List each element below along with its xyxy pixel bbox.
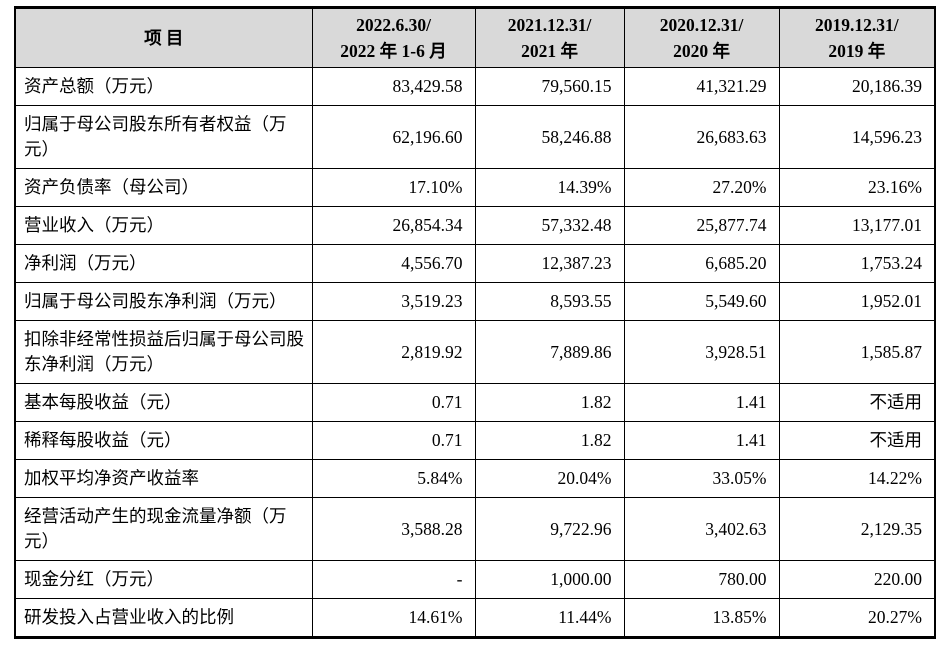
value-cell: 5.84% — [311, 459, 476, 498]
value-cell: 3,928.51 — [623, 320, 780, 384]
table-row: 资产总额（万元） 83,429.58 79,560.15 41,321.29 20,18… — [14, 67, 936, 106]
value-cell: 13.85% — [623, 598, 780, 638]
table-row: 现金分红（万元） -1,000.00 780.00 220.00 — [14, 560, 936, 599]
value-cell: 14.22% — [778, 459, 936, 498]
value-cell: 4,556.70 — [311, 244, 476, 283]
value-cell: 不适用 — [778, 383, 936, 422]
value-cell: 27.20% — [623, 168, 780, 207]
value-cell: 14,596.23 — [778, 105, 936, 169]
value-cell: 5,549.60 — [623, 282, 780, 321]
value-cell: 不适用 — [778, 421, 936, 460]
row-label-cell: 研发投入占营业收入的比例 — [14, 598, 313, 638]
value-cell: 1.41 — [623, 383, 780, 422]
value-cell: 3,402.63 — [623, 497, 780, 561]
value-cell: 6,685.20 — [623, 244, 780, 283]
table-row: 归属于母公司股东所有者权益（万元） 62,196.60 58,246.88 26,68… — [14, 105, 936, 169]
value-cell: 1,585.87 — [778, 320, 936, 384]
row-label-cell: 净利润（万元） — [14, 244, 313, 283]
value-cell: 25,877.74 — [623, 206, 780, 245]
table-body: 资产总额（万元） 83,429.58 79,560.15 41,321.29 20,18… — [14, 67, 936, 638]
table-row: 稀释每股收益（元） 0.71 1.82 1.41 不适用 — [14, 421, 936, 460]
value-cell: 8,593.55 — [474, 282, 625, 321]
column-header-2022: 2022.6.30/ 2022 年 1-6 月 — [311, 7, 476, 68]
value-cell: 20.04% — [474, 459, 625, 498]
value-cell: 20,186.39 — [778, 67, 936, 106]
table-row: 归属于母公司股东净利润（万元） 3,519.23 8,593.55 5,549.60 1… — [14, 282, 936, 321]
value-cell: 33.05% — [623, 459, 780, 498]
value-cell: 1.82 — [474, 383, 625, 422]
value-cell: 9,722.96 — [474, 497, 625, 561]
table-row: 研发投入占营业收入的比例 14.61% 11.44% 13.85% 20.27% — [14, 598, 936, 638]
column-header-label: 项 目 — [144, 28, 184, 48]
value-cell: 14.39% — [474, 168, 625, 207]
table-row: 加权平均净资产收益率 5.84% 20.04% 33.05% 14.22% — [14, 459, 936, 498]
value-cell: 1,000.00 — [474, 560, 625, 599]
column-header-2021: 2021.12.31/ 2021 年 — [474, 7, 625, 68]
value-cell: 20.27% — [778, 598, 936, 638]
value-cell: 14.61% — [311, 598, 476, 638]
row-label-cell: 营业收入（万元） — [14, 206, 313, 245]
value-cell: 3,519.23 — [311, 282, 476, 321]
value-cell: 26,683.63 — [623, 105, 780, 169]
value-cell: 220.00 — [778, 560, 936, 599]
value-cell: 1.41 — [623, 421, 780, 460]
value-cell: 1.82 — [474, 421, 625, 460]
value-cell: 2,129.35 — [778, 497, 936, 561]
table-row: 经营活动产生的现金流量净额（万元） 3,588.28 9,722.96 3,402.6… — [14, 497, 936, 561]
column-header-item: 项 目 — [14, 7, 313, 68]
value-cell: 17.10% — [311, 168, 476, 207]
value-cell: 12,387.23 — [474, 244, 625, 283]
value-cell: 62,196.60 — [311, 105, 476, 169]
value-cell: 79,560.15 — [474, 67, 625, 106]
row-label-cell: 基本每股收益（元） — [14, 383, 313, 422]
value-cell: 11.44% — [474, 598, 625, 638]
column-header-2019: 2019.12.31/ 2019 年 — [778, 7, 936, 68]
value-cell: 26,854.34 — [311, 206, 476, 245]
value-cell: 57,332.48 — [474, 206, 625, 245]
value-cell: 1,753.24 — [778, 244, 936, 283]
value-cell: 1,952.01 — [778, 282, 936, 321]
value-cell: 0.71 — [311, 421, 476, 460]
value-cell: 3,588.28 — [311, 497, 476, 561]
value-cell: 58,246.88 — [474, 105, 625, 169]
value-cell: 0.71 — [311, 383, 476, 422]
value-cell: 2,819.92 — [311, 320, 476, 384]
value-cell: - — [311, 560, 476, 599]
column-header-2020: 2020.12.31/ 2020 年 — [623, 7, 780, 68]
table-header-row: 项 目 2022.6.30/ 2022 年 1-6 月 2021.12.31/ … — [14, 7, 936, 68]
row-label-cell: 资产总额（万元） — [14, 67, 313, 106]
value-cell: 13,177.01 — [778, 206, 936, 245]
table-row: 营业收入（万元） 26,854.34 57,332.48 25,877.74 13,17… — [14, 206, 936, 245]
value-cell: 780.00 — [623, 560, 780, 599]
value-cell: 41,321.29 — [623, 67, 780, 106]
table-row: 扣除非经常性损益后归属于母公司股东净利润（万元） 2,819.92 7,889.86… — [14, 320, 936, 384]
value-cell: 23.16% — [778, 168, 936, 207]
table-row: 资产负债率（母公司） 17.10% 14.39% 27.20% 23.16% — [14, 168, 936, 207]
table-row: 基本每股收益（元） 0.71 1.82 1.41 不适用 — [14, 383, 936, 422]
row-label-cell: 归属于母公司股东所有者权益（万元） — [14, 105, 313, 169]
row-label-cell: 现金分红（万元） — [14, 560, 313, 599]
row-label-cell: 经营活动产生的现金流量净额（万元） — [14, 497, 313, 561]
financial-summary-table: 项 目 2022.6.30/ 2022 年 1-6 月 2021.12.31/ … — [14, 6, 936, 639]
row-label-cell: 稀释每股收益（元） — [14, 421, 313, 460]
row-label-cell: 资产负债率（母公司） — [14, 168, 313, 207]
table-row: 净利润（万元） 4,556.70 12,387.23 6,685.20 1,753.24 — [14, 244, 936, 283]
value-cell: 7,889.86 — [474, 320, 625, 384]
row-label-cell: 归属于母公司股东净利润（万元） — [14, 282, 313, 321]
row-label-cell: 加权平均净资产收益率 — [14, 459, 313, 498]
value-cell: 83,429.58 — [311, 67, 476, 106]
row-label-cell: 扣除非经常性损益后归属于母公司股东净利润（万元） — [14, 320, 313, 384]
